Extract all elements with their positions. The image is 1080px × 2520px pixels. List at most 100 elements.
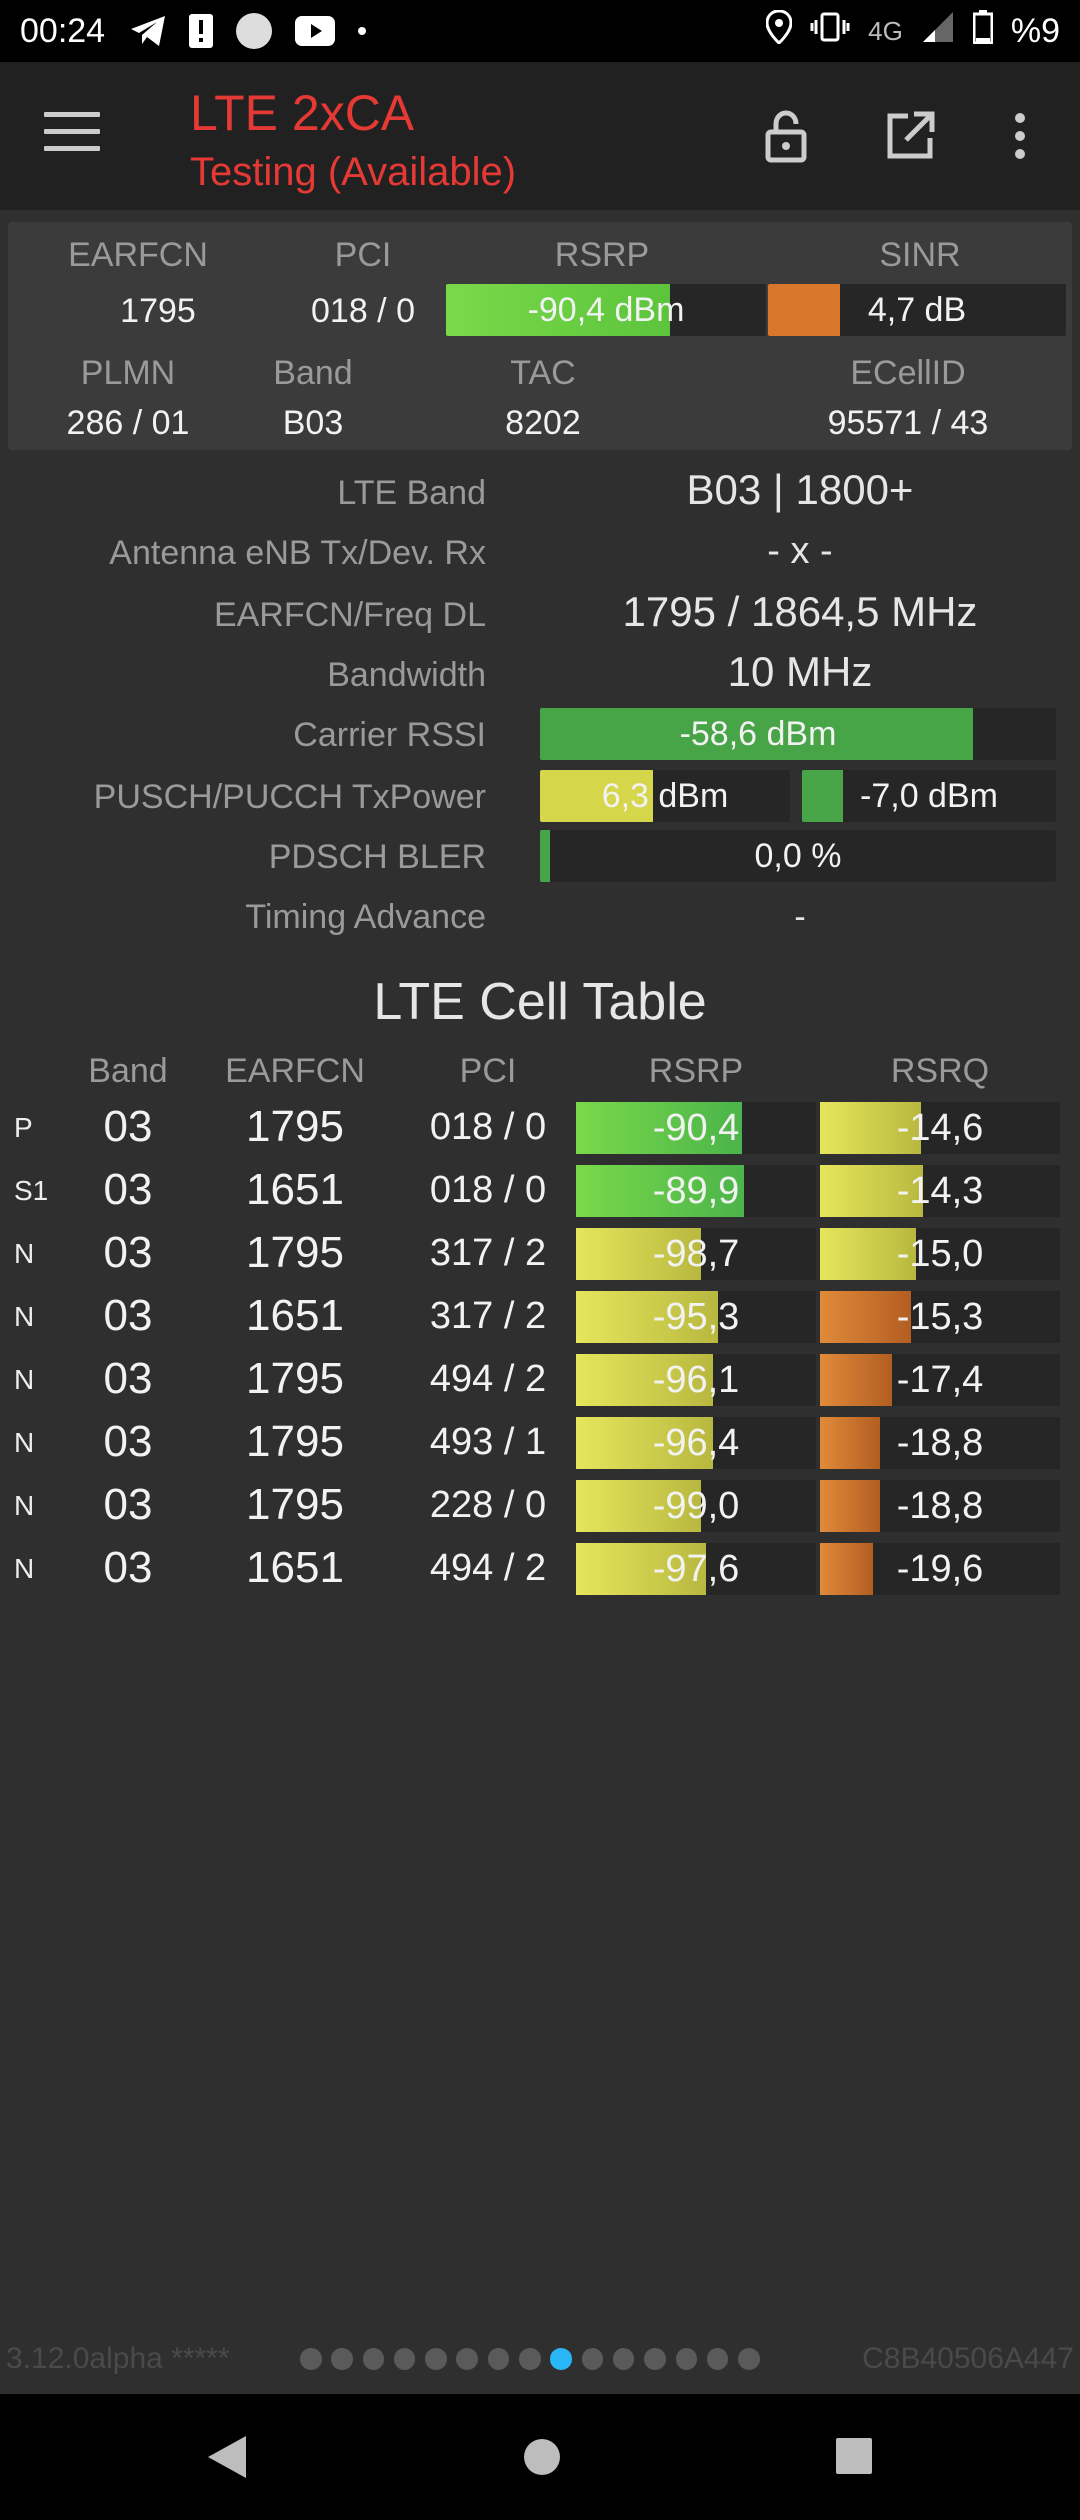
page-dot[interactable] <box>300 2348 322 2370</box>
rsrp-bar-fill <box>446 284 670 336</box>
cell-type: N <box>14 1301 35 1332</box>
cell-rsrq-fill <box>820 1417 880 1469</box>
back-icon[interactable] <box>206 2434 248 2485</box>
table-row: S1 03 1651 018 / 0 -89,9 -14,3 <box>0 1163 1080 1219</box>
bler-fill <box>540 830 551 882</box>
col-header-pci: PCI <box>459 1052 517 1090</box>
cell-rsrq: -19,6 <box>896 1547 984 1590</box>
dot-icon <box>357 26 367 36</box>
pusch-fill <box>540 770 653 822</box>
recents-icon[interactable] <box>834 2434 874 2485</box>
tac-header: TAC <box>510 354 576 392</box>
cell-type: N <box>14 1490 35 1521</box>
cell-rsrp-fill <box>576 1543 706 1595</box>
vibrate-icon <box>810 12 850 51</box>
cell-earfcn: 1795 <box>246 1228 344 1277</box>
cell-rsrq-bar: -14,6 <box>820 1102 1060 1154</box>
page-dot[interactable] <box>612 2348 635 2370</box>
location-icon <box>765 8 793 53</box>
table-row: P 03 1795 018 / 0 -90,4 -14,6 <box>0 1100 1080 1156</box>
youtube-icon <box>295 16 336 46</box>
cell-rsrq-fill <box>820 1291 912 1343</box>
col-header-rsrp: RSRP <box>648 1052 744 1090</box>
page-dot[interactable] <box>456 2348 478 2370</box>
cell-type: P <box>14 1112 33 1143</box>
page-dot[interactable] <box>519 2348 541 2370</box>
device-id: C8B40506A447 <box>862 2342 1074 2375</box>
cell-type: N <box>14 1553 35 1584</box>
cell-rsrp-fill <box>576 1354 713 1406</box>
col-header-earfcn: EARFCN <box>225 1052 365 1090</box>
cell-table-title: LTE Cell Table <box>373 973 707 1031</box>
cell-pci: 494 / 2 <box>429 1358 547 1400</box>
page-indicator[interactable] <box>300 2348 760 2370</box>
pusch-value: 6,3 dBm <box>601 776 729 815</box>
cell-band: 03 <box>103 1228 153 1277</box>
page-dot[interactable] <box>581 2348 604 2370</box>
cell-earfcn: 1795 <box>246 1102 344 1151</box>
table-row: N 03 1795 317 / 2 -98,7 -15,0 <box>0 1226 1080 1282</box>
cell-rsrp-bar: -96,4 <box>576 1417 816 1469</box>
page-dot[interactable] <box>644 2348 666 2370</box>
signal-icon <box>921 10 955 53</box>
col-header-band: Band <box>88 1052 168 1090</box>
page-dot[interactable] <box>675 2348 698 2370</box>
page-dot[interactable] <box>331 2348 353 2370</box>
cell-rsrp: -95,3 <box>652 1295 740 1338</box>
home-icon[interactable] <box>522 2434 562 2485</box>
bler-label: PDSCH BLER <box>268 838 486 876</box>
cell-rsrq-bar: -19,6 <box>820 1543 1060 1595</box>
cell-rsrp: -96,4 <box>652 1421 740 1464</box>
pucch-bar: -7,0 dBm <box>802 770 1056 822</box>
battery-icon <box>972 9 994 53</box>
page-dot[interactable] <box>706 2348 729 2370</box>
cell-band: 03 <box>103 1543 153 1592</box>
cell-pci: 317 / 2 <box>429 1232 547 1274</box>
cell-rsrp-bar: -95,3 <box>576 1291 816 1343</box>
cell-type: N <box>14 1427 35 1458</box>
txpower-label: PUSCH/PUCCH TxPower <box>93 778 486 816</box>
sinr-header: SINR <box>879 236 961 274</box>
cell-rsrq-bar: -15,0 <box>820 1228 1060 1280</box>
app-title: LTE 2xCA <box>190 85 415 141</box>
timing-advance-label: Timing Advance <box>245 898 486 936</box>
pci-header: PCI <box>334 236 392 274</box>
circle-icon <box>235 12 273 50</box>
cell-rsrp: -90,4 <box>652 1106 740 1149</box>
cell-band: 03 <box>103 1102 153 1151</box>
open-external-icon[interactable] <box>880 106 940 166</box>
more-vert-icon[interactable] <box>1000 106 1040 166</box>
menu-icon[interactable] <box>44 112 100 156</box>
pci-value: 018 / 0 <box>311 292 415 330</box>
earfcn-value: 1795 <box>120 292 196 330</box>
sinr-value: 4,7 dB <box>867 290 967 329</box>
cell-earfcn: 1795 <box>246 1354 344 1403</box>
timing-advance-value: - <box>794 898 806 936</box>
earfcn-freq-label: EARFCN/Freq DL <box>213 596 486 634</box>
page-dot[interactable] <box>393 2348 416 2370</box>
navigation-bar <box>0 2394 1080 2520</box>
lock-icon[interactable] <box>756 106 816 166</box>
cell-rsrq-fill <box>820 1165 924 1217</box>
cell-pci: 493 / 1 <box>429 1421 547 1463</box>
cell-rsrq-bar: -15,3 <box>820 1291 1060 1343</box>
cell-rsrq-bar: -18,8 <box>820 1480 1060 1532</box>
page-dot[interactable] <box>425 2348 447 2370</box>
cell-earfcn: 1795 <box>246 1417 344 1466</box>
cell-rsrp-fill <box>576 1165 744 1217</box>
table-row: N 03 1651 494 / 2 -97,6 -19,6 <box>0 1541 1080 1597</box>
cell-band: 03 <box>103 1354 153 1403</box>
page-dot[interactable] <box>487 2348 510 2370</box>
cell-rsrp-fill <box>576 1228 701 1280</box>
cell-rsrp: -99,0 <box>652 1484 740 1527</box>
tac-value: 8202 <box>505 404 581 442</box>
cell-earfcn: 1651 <box>246 1165 344 1214</box>
page-dot[interactable] <box>738 2348 760 2370</box>
cell-rsrp-fill <box>576 1291 718 1343</box>
page-dot[interactable] <box>550 2348 572 2370</box>
carrier-rssi-bar: -58,6 dBm <box>540 708 1056 760</box>
app-version: 3.12.0alpha ***** <box>6 2342 230 2375</box>
pucch-value: -7,0 dBm <box>860 776 998 815</box>
plmn-header: PLMN <box>80 354 176 392</box>
page-dot[interactable] <box>362 2348 385 2370</box>
